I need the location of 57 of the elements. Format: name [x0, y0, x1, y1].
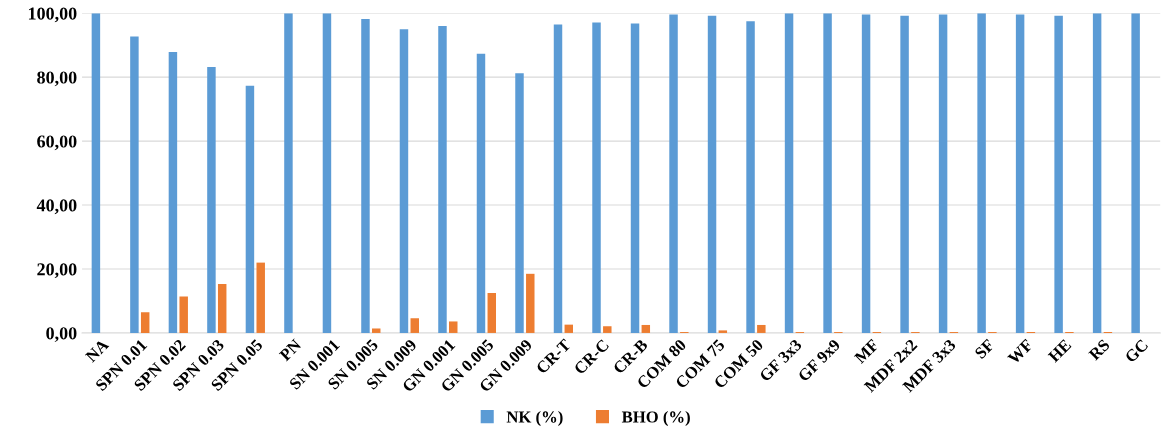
bar [1054, 15, 1063, 333]
bar [130, 36, 139, 333]
bar [1131, 13, 1140, 333]
bar [669, 14, 678, 333]
bar [564, 324, 574, 333]
legend-label: BHO (%) [621, 410, 690, 426]
bar [603, 326, 612, 333]
bar [526, 273, 535, 333]
bar [784, 13, 794, 333]
bar [399, 29, 409, 333]
bar [553, 24, 563, 333]
bar [245, 85, 255, 333]
bar [140, 312, 150, 333]
bar [487, 292, 497, 333]
y-tick-label: 80,00 [37, 71, 77, 87]
x-tick-label: RS [1088, 338, 1111, 361]
y-tick-label: 100,00 [28, 7, 77, 23]
legend-label: NK (%) [506, 410, 563, 426]
bar [861, 14, 871, 333]
bar [1015, 14, 1025, 333]
bar [361, 18, 370, 333]
bar [1092, 13, 1102, 333]
x-tick-label: SF [974, 338, 995, 360]
bar [718, 330, 728, 333]
y-tick-label: 60,00 [37, 135, 77, 151]
bar [256, 262, 265, 333]
bar [168, 51, 178, 333]
y-tick-label: 40,00 [36, 199, 77, 215]
bar [823, 13, 832, 333]
bar [449, 321, 458, 333]
bar [476, 53, 486, 333]
bar [707, 15, 717, 333]
y-tick-label: 20,00 [37, 263, 77, 279]
bar [207, 66, 216, 333]
bar [284, 13, 293, 333]
bar [179, 296, 188, 333]
bar [630, 23, 640, 333]
bar [757, 324, 766, 333]
x-tick-label: HE [1047, 338, 1072, 363]
bar [515, 73, 524, 333]
bar [91, 13, 101, 333]
x-tick-label: WF [1007, 338, 1034, 365]
y-tick-label: 0,00 [46, 327, 77, 343]
bar [592, 22, 601, 333]
bar [977, 13, 986, 333]
x-tick-label: PN [278, 338, 302, 362]
bar [322, 13, 332, 333]
bar [438, 26, 447, 333]
x-tick-label: NA [84, 338, 110, 363]
bar [410, 318, 419, 333]
bar [746, 21, 755, 333]
bar [900, 15, 909, 333]
bar [217, 284, 227, 333]
x-tick-label: GC [1124, 339, 1149, 364]
bar [938, 14, 948, 333]
bar [372, 328, 381, 333]
bar [641, 324, 651, 333]
